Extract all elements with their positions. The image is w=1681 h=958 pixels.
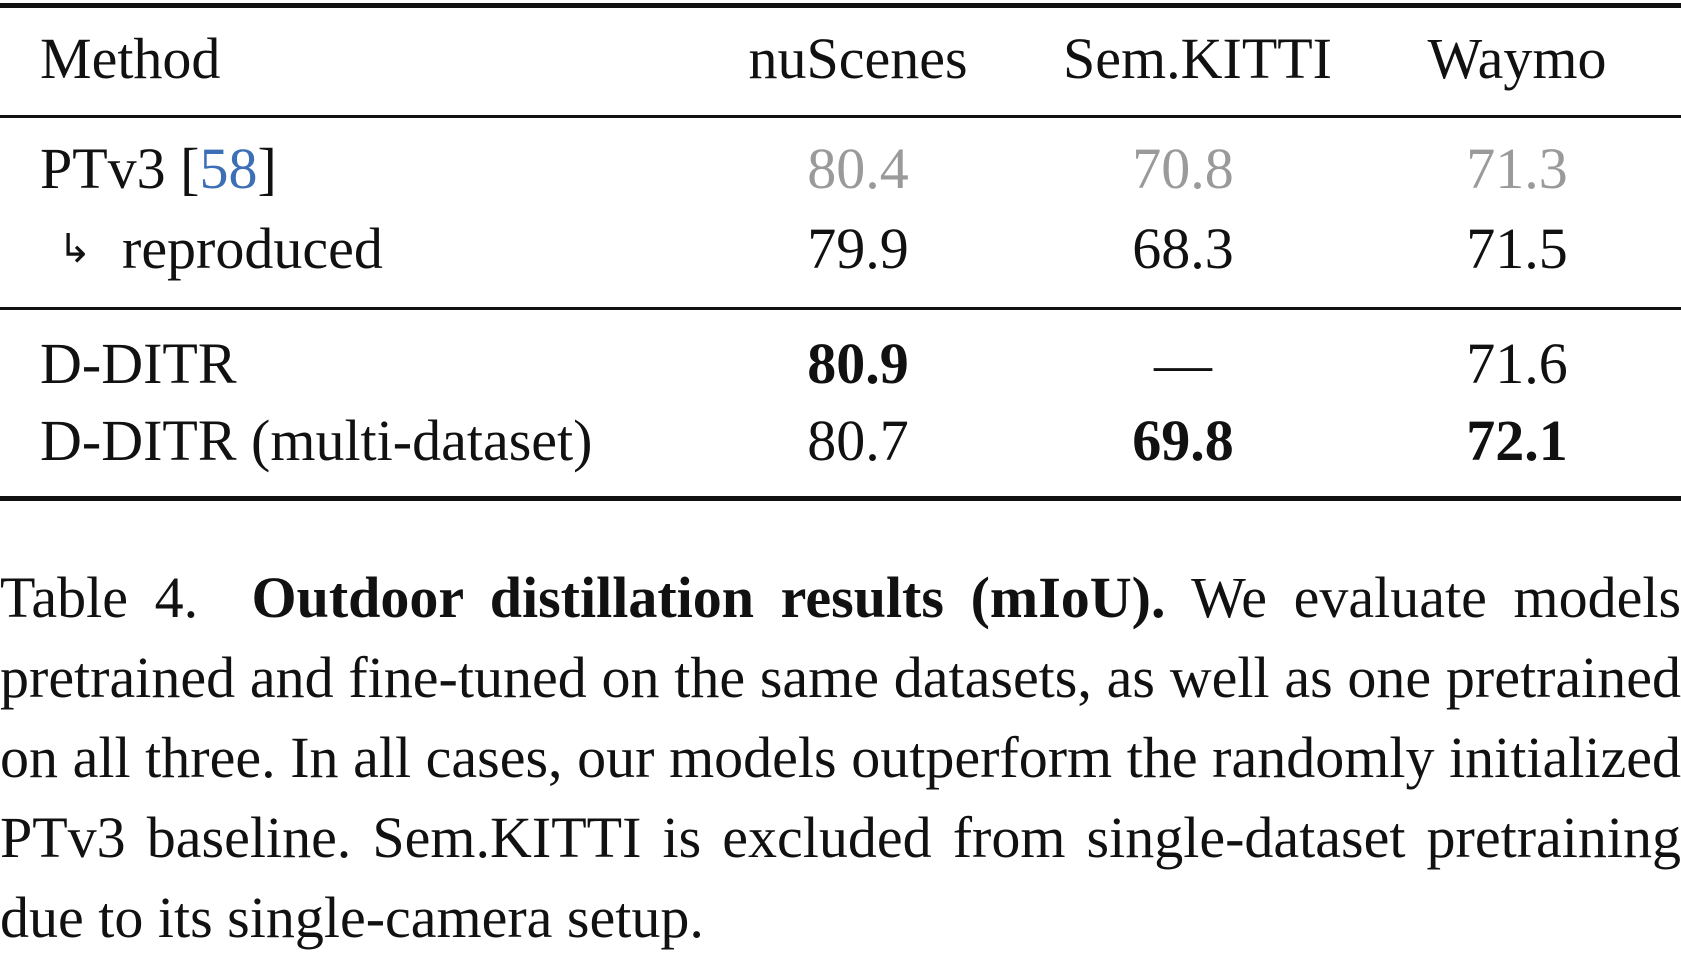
header-method: Method	[40, 26, 221, 91]
table-cell: 68.3	[1132, 216, 1234, 281]
table-cell: 71.6	[1466, 331, 1568, 396]
caption-label: Table 4.	[0, 565, 199, 630]
method-label: PTv3 [	[40, 136, 200, 201]
citation-link[interactable]: 58	[199, 136, 258, 201]
row-reproduced-method: ↳ reproduced	[58, 220, 383, 278]
header-nuscenes: nuScenes	[748, 26, 968, 91]
table-header-rule	[0, 115, 1681, 118]
table-cell: 80.4	[807, 136, 909, 201]
sub-arrow-icon: ↳	[58, 226, 92, 272]
table-caption: Table 4. Outdoor distillation results (m…	[0, 558, 1681, 958]
header-waymo: Waymo	[1427, 26, 1607, 91]
table-cell: 72.1	[1466, 408, 1568, 473]
table-cell: 69.8	[1132, 408, 1234, 473]
method-suffix: ]	[257, 136, 277, 201]
table-cell: —	[1154, 331, 1212, 396]
table-cell: 79.9	[807, 216, 909, 281]
table-cell: 80.7	[807, 408, 909, 473]
row-dditr-method: D-DITR	[40, 331, 237, 396]
table-bottom-rule	[0, 496, 1681, 501]
table-cell: 80.9	[807, 331, 909, 396]
header-semkitti: Sem.KITTI	[1063, 26, 1332, 91]
row-ptv3-method: PTv3 [58]	[40, 140, 277, 198]
row-dditr-multi-method: D-DITR (multi-dataset)	[40, 408, 593, 473]
table-cell: 70.8	[1132, 136, 1234, 201]
table-cell: 71.3	[1466, 136, 1568, 201]
caption-title: Outdoor distillation results (mIoU).	[251, 565, 1166, 630]
table-cell: 71.5	[1466, 216, 1568, 281]
table-section-rule	[0, 307, 1681, 310]
method-label: reproduced	[122, 216, 383, 281]
table-top-rule	[0, 3, 1681, 8]
